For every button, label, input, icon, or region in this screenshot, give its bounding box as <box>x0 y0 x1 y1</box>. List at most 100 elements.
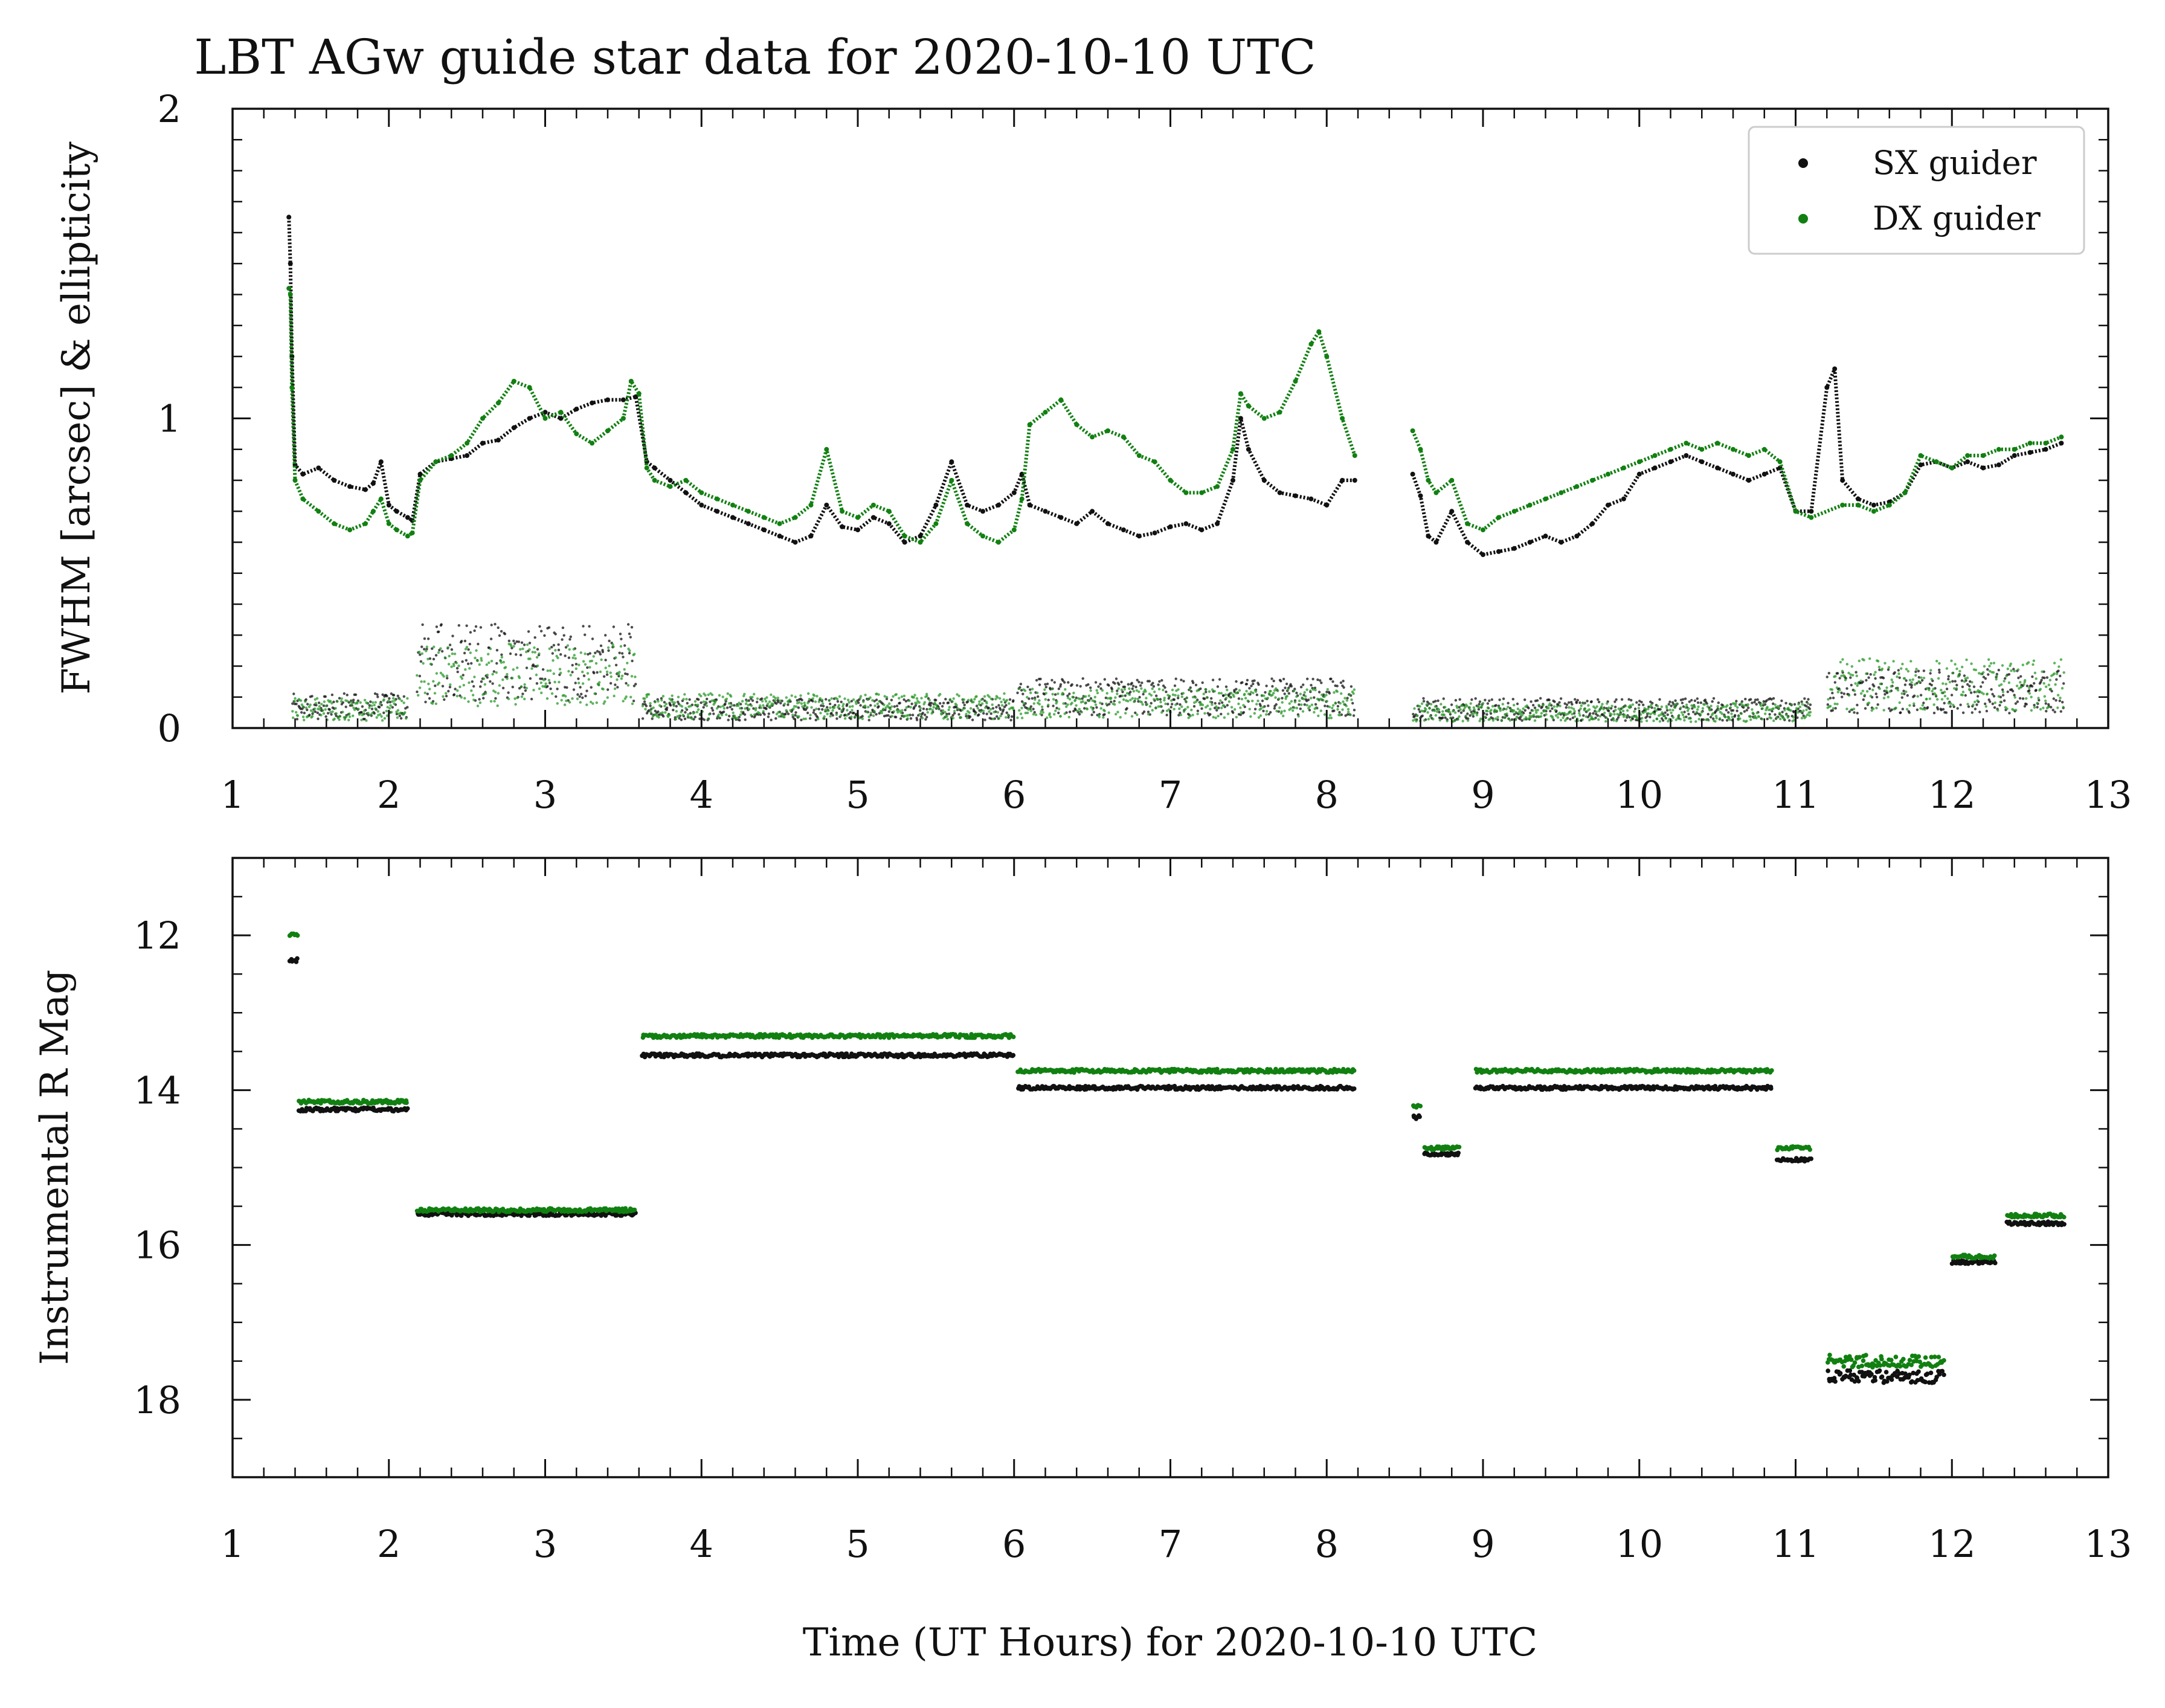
ellipticity-point <box>1843 675 1846 678</box>
rmag-point <box>1417 1114 1422 1120</box>
ellipticity-point <box>631 702 634 706</box>
ellipticity-point <box>1840 691 1843 695</box>
ellipticity-point <box>1248 707 1251 711</box>
ellipticity-point <box>1117 687 1120 690</box>
ellipticity-point <box>1636 717 1639 720</box>
ellipticity-point <box>1223 716 1226 719</box>
ellipticity-point <box>1774 713 1777 716</box>
ellipticity-point <box>464 668 467 671</box>
fwhm-point <box>347 484 353 489</box>
fwhm-point <box>1996 446 2001 452</box>
ellipticity-point <box>1110 688 1114 691</box>
ellipticity-point <box>1311 688 1315 691</box>
ellipticity-point <box>359 701 362 704</box>
ellipticity-point <box>2030 709 2033 712</box>
ellipticity-point <box>528 648 531 651</box>
ellipticity-point <box>1230 706 1234 709</box>
ellipticity-point <box>665 708 669 712</box>
ellipticity-point <box>899 717 902 720</box>
ellipticity-point <box>1472 715 1475 718</box>
ellipticity-point <box>936 706 940 710</box>
ellipticity-point <box>999 714 1002 718</box>
ellipticity-point <box>1721 719 1724 722</box>
ellipticity-point <box>1113 682 1116 685</box>
ellipticity-point <box>622 700 625 703</box>
ellipticity-point <box>1853 711 1856 714</box>
ellipticity-point <box>521 647 524 651</box>
ellipticity-point <box>758 712 761 715</box>
ellipticity-point <box>743 692 746 696</box>
ellipticity-point <box>1772 697 1775 700</box>
ellipticity-point <box>1525 716 1528 719</box>
ellipticity-point <box>362 709 366 712</box>
ellipticity-point <box>988 695 991 698</box>
ellipticity-point <box>1421 714 1424 718</box>
ellipticity-point <box>1221 701 1224 704</box>
ellipticity-point <box>1508 719 1512 722</box>
fwhm-point <box>761 527 767 532</box>
ellipticity-point <box>852 712 855 715</box>
ellipticity-point <box>1422 710 1425 713</box>
ellipticity-point <box>2037 697 2040 700</box>
ellipticity-point <box>1703 703 1706 706</box>
ellipticity-point <box>1918 680 1921 683</box>
ellipticity-point <box>1140 687 1143 690</box>
ellipticity-point <box>1304 695 1307 698</box>
ellipticity-point <box>1664 717 1667 720</box>
ellipticity-point <box>1123 685 1127 689</box>
fwhm-point <box>1527 540 1533 545</box>
ellipticity-point <box>426 637 430 640</box>
fwhm-ylabel: FWHM [arcsec] & ellipticity <box>54 141 99 694</box>
ellipticity-point <box>382 698 385 701</box>
ellipticity-point <box>736 717 739 720</box>
ellipticity-point <box>1210 697 1213 700</box>
ellipticity-point <box>399 711 402 715</box>
ellipticity-point <box>1330 677 1333 680</box>
ellipticity-point <box>1124 694 1127 697</box>
ellipticity-point <box>1091 708 1095 711</box>
ellipticity-point <box>985 701 988 705</box>
ellipticity-point <box>1945 711 1948 714</box>
ellipticity-point <box>519 654 523 657</box>
ellipticity-point <box>375 716 378 719</box>
ellipticity-point <box>1633 707 1637 711</box>
ellipticity-point <box>703 718 706 721</box>
ellipticity-point <box>1277 710 1280 713</box>
ellipticity-point <box>1900 696 1903 699</box>
ellipticity-point <box>1897 672 1900 675</box>
ellipticity-point <box>574 682 577 685</box>
ellipticity-point <box>994 697 997 701</box>
fwhm-point <box>1215 521 1220 526</box>
fwhm-point <box>316 465 321 471</box>
fwhm-point <box>1465 540 1470 545</box>
ellipticity-point <box>1099 687 1102 690</box>
ellipticity-point <box>324 708 327 711</box>
ellipticity-point <box>658 704 661 707</box>
ellipticity-point <box>612 645 615 648</box>
ellipticity-point <box>518 676 521 680</box>
ellipticity-point <box>1656 704 1659 707</box>
ellipticity-point <box>1788 719 1791 722</box>
fwhm-point <box>1261 478 1267 483</box>
ellipticity-point <box>1554 714 1558 717</box>
fwhm-point <box>683 490 689 495</box>
ellipticity-point <box>1864 707 1867 710</box>
ellipticity-point <box>440 623 443 626</box>
ellipticity-point <box>599 670 602 674</box>
ellipticity-point <box>406 697 409 700</box>
ellipticity-point <box>568 648 571 651</box>
ellipticity-point <box>944 698 947 701</box>
ellipticity-point <box>878 700 881 703</box>
ellipticity-point <box>859 695 863 698</box>
ellipticity-point <box>957 694 960 698</box>
ellipticity-point <box>433 692 437 695</box>
ellipticity-point <box>516 666 519 669</box>
ellipticity-point <box>1845 687 1848 690</box>
ellipticity-point <box>1484 698 1487 701</box>
fwhm-point <box>590 440 595 446</box>
ellipticity-point <box>1416 714 1419 717</box>
ellipticity-point <box>1996 709 1999 712</box>
ellipticity-point <box>506 677 509 680</box>
